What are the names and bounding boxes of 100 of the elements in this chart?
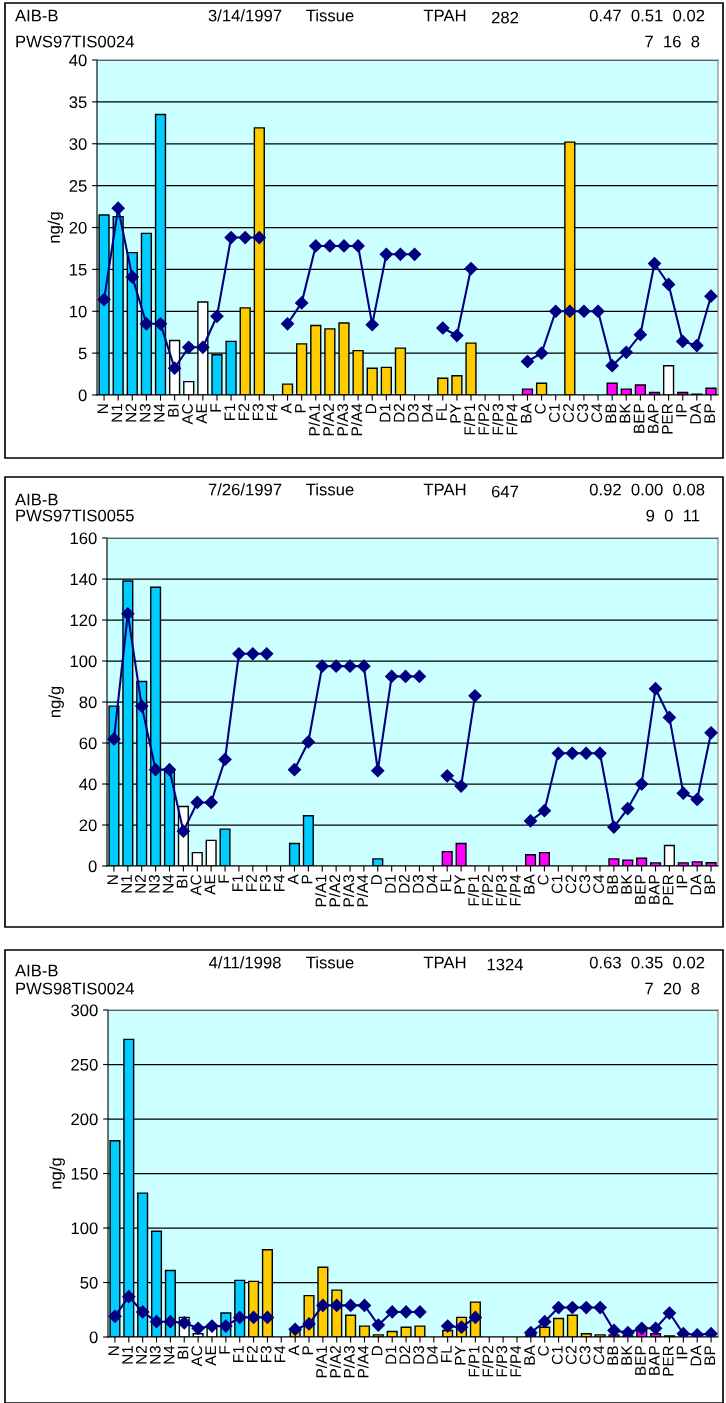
text: Tissue: [306, 956, 354, 969]
x-tick-label: C: [534, 403, 546, 414]
x-tick-label: BAP: [648, 875, 660, 904]
x-tick-label: P/A3: [336, 404, 349, 436]
y-tick-label: 40: [79, 778, 97, 791]
text: 0.63 0.35 0.02: [589, 956, 705, 969]
x-tick-label: F2: [246, 875, 257, 891]
x-tick-label: F4: [274, 874, 285, 891]
x-tick-label: P/A2: [322, 404, 334, 436]
x-tick-label: F/P3: [492, 404, 504, 435]
x-tick-label: D4: [422, 403, 433, 422]
x-tick-label: BK: [621, 1345, 632, 1365]
x-tick-label: F2: [238, 404, 250, 420]
x-tick-label: BA: [520, 403, 532, 423]
text: 7 20 8: [645, 982, 700, 995]
text: AIB-B: [15, 964, 58, 977]
text: TPAH: [423, 956, 466, 969]
x-tick-label: N: [97, 404, 109, 414]
y-tick-label: 5: [78, 347, 87, 360]
y-axis-title: ng/g: [47, 212, 64, 243]
x-tick-label: N1: [121, 875, 132, 893]
y-tick-label: 150: [71, 1167, 98, 1180]
x-tick-label: P: [302, 1346, 313, 1355]
x-tick-label: N4: [153, 403, 165, 422]
x-tick-label: BB: [605, 404, 617, 423]
y-tick-label: 60: [79, 737, 97, 750]
y-tick-label: 15: [70, 263, 87, 276]
y-tick-label: 10: [70, 305, 87, 318]
y-tick-label: 200: [71, 1113, 98, 1126]
text: 1324: [487, 958, 524, 971]
x-tick-label: D: [371, 875, 382, 885]
text: AIB-B: [15, 9, 58, 22]
x-tick-label: N: [108, 1346, 119, 1356]
y-tick-label: 0: [89, 1331, 98, 1344]
x-tick-label: F/P4: [509, 1345, 522, 1377]
y-tick-label: 250: [71, 1058, 98, 1071]
text: PWS98TIS0024: [16, 982, 135, 995]
y-tick-label: 0: [78, 389, 87, 402]
x-tick-label: F/P3: [495, 1346, 508, 1377]
x-tick-label: IP: [676, 404, 687, 417]
x-tick-label: D4: [426, 874, 438, 893]
x-tick-label: F/P4: [506, 403, 518, 435]
x-tick-label: BK: [621, 874, 632, 894]
x-tick-label: C2: [563, 404, 574, 423]
text: 282: [491, 11, 519, 24]
x-tick-label: DA: [690, 1345, 702, 1366]
x-tick-label: N3: [139, 404, 151, 422]
y-tick-label: 140: [70, 573, 97, 586]
x-tick-label: C4: [593, 874, 605, 894]
y-tick-label: 25: [69, 180, 87, 192]
text: 7 16 8: [645, 35, 700, 48]
x-tick-label: AC: [190, 874, 202, 896]
x-tick-label: F4: [274, 1345, 286, 1362]
text: 7/26/1997: [208, 483, 282, 496]
x-tick-label: P/A1: [315, 875, 327, 907]
x-tick-label: F3: [252, 404, 264, 420]
x-tick-label: BA: [524, 1345, 535, 1365]
y-axis-title: ng/g: [48, 686, 64, 718]
x-tick-label: N4: [162, 874, 174, 893]
text: PWS97TIS0024: [16, 35, 135, 48]
x-tick-label: BEP: [635, 1346, 646, 1375]
x-tick-label: F: [210, 403, 221, 412]
x-tick-label: N3: [149, 1346, 161, 1364]
y-tick-label: 50: [80, 1276, 98, 1289]
x-tick-label: N2: [135, 875, 146, 893]
x-tick-label: F/P2: [478, 404, 490, 435]
x-tick-label: P: [295, 404, 306, 413]
y-tick-label: 100: [71, 1222, 98, 1235]
x-tick-label: A: [287, 874, 299, 885]
x-tick-label: BP: [704, 875, 716, 894]
x-tick-label: IP: [676, 1346, 688, 1359]
x-tick-label: D2: [399, 1346, 411, 1364]
text: AIB-B: [15, 493, 58, 506]
x-tick-label: C: [537, 1345, 549, 1356]
x-tick-label: BEP: [633, 404, 645, 433]
x-tick-label: P/A1: [315, 1346, 327, 1378]
x-tick-label: D: [365, 404, 377, 414]
y-axis-title: ng/g: [49, 1158, 65, 1189]
x-tick-label: C1: [551, 1346, 563, 1365]
x-tick-label: C3: [579, 1346, 591, 1365]
x-tick-label: A: [288, 1345, 300, 1356]
text: 9 0 11: [646, 509, 700, 522]
y-tick-label: 35: [69, 96, 87, 109]
x-tick-label: F/P1: [463, 404, 476, 435]
x-tick-label: DA: [690, 874, 702, 895]
x-tick-label: C1: [551, 875, 563, 894]
text: Tissue: [306, 9, 354, 22]
x-tick-label: D3: [413, 1346, 425, 1364]
x-tick-label: C4: [591, 403, 603, 423]
x-tick-label: N2: [135, 1346, 147, 1364]
text: TPAH: [423, 9, 466, 22]
x-tick-label: F3: [259, 875, 271, 891]
x-tick-label: P: [301, 875, 313, 884]
x-tick-label: BEP: [635, 875, 646, 904]
x-tick-label: D2: [398, 875, 410, 893]
x-tick-label: BB: [607, 1346, 618, 1365]
x-tick-label: P/A2: [329, 1346, 341, 1378]
x-tick-label: F1: [233, 1346, 244, 1362]
x-tick-label: PER: [662, 404, 673, 434]
x-tick-label: FL: [436, 403, 447, 420]
